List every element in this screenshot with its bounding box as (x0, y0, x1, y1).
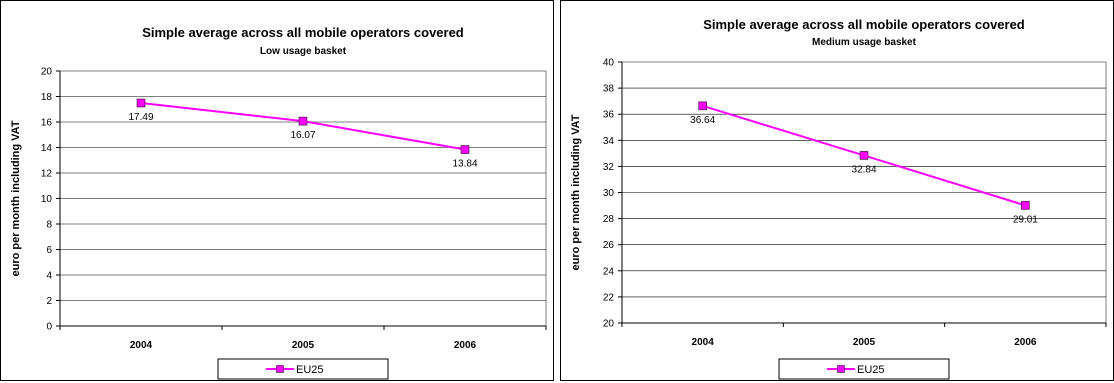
y-axis-label: euro per month including VAT (570, 114, 582, 270)
chart-low-usage: Simple average across all mobile operato… (0, 0, 554, 381)
legend-label: EU25 (857, 364, 885, 376)
y-tick-label: 34 (603, 136, 615, 147)
x-tick-label: 2005 (292, 340, 315, 351)
data-label: 17.49 (128, 112, 153, 123)
legend-marker (837, 365, 845, 373)
data-point (136, 98, 146, 108)
data-point (698, 101, 707, 111)
y-tick-label: 40 (603, 58, 615, 69)
chart-low-usage-svg: Simple average across all mobile operato… (10, 25, 547, 380)
y-tick-label: 12 (41, 169, 53, 180)
y-tick-label: 2 (46, 296, 52, 307)
data-label: 36.64 (690, 115, 715, 126)
y-tick-label: 6 (46, 245, 52, 256)
data-point (859, 151, 869, 160)
y-tick-label: 14 (41, 143, 53, 154)
y-tick-label: 38 (603, 84, 615, 95)
x-tick-label: 2006 (454, 340, 477, 351)
x-tick-label: 2005 (853, 337, 876, 348)
legend-box (217, 358, 389, 380)
y-tick-label: 30 (603, 188, 615, 199)
legend-label: EU25 (296, 364, 324, 376)
y-tick-label: 10 (41, 194, 53, 205)
data-point (460, 145, 470, 154)
y-tick-label: 20 (603, 319, 615, 330)
y-tick-label: 24 (603, 266, 615, 277)
data-label: 29.01 (1013, 214, 1038, 225)
data-point (298, 116, 308, 126)
chart-title: Simple average across all mobile operato… (142, 25, 464, 40)
chart-subtitle: Low usage basket (260, 46, 347, 57)
y-tick-label: 20 (41, 67, 53, 78)
y-tick-label: 0 (46, 322, 52, 333)
y-tick-label: 22 (603, 292, 615, 303)
y-tick-label: 16 (41, 118, 53, 129)
chart-title: Simple average across all mobile operato… (703, 17, 1025, 32)
y-tick-label: 18 (41, 92, 53, 103)
y-tick-label: 26 (603, 240, 615, 251)
y-tick-label: 4 (46, 271, 52, 282)
y-tick-label: 32 (603, 162, 615, 173)
y-tick-label: 8 (46, 220, 52, 231)
data-label: 16.07 (290, 130, 315, 141)
data-label: 32.84 (851, 164, 876, 175)
x-tick-label: 2004 (130, 340, 153, 351)
y-axis-label: euro per month including VAT (10, 120, 22, 276)
y-tick-label: 28 (603, 214, 615, 225)
x-tick-label: 2006 (1014, 337, 1037, 348)
data-point (1021, 201, 1030, 210)
chart-medium-usage-svg: Simple average across all mobile operato… (570, 17, 1107, 380)
chart-medium-usage: Simple average across all mobile operato… (560, 0, 1114, 381)
legend-box (778, 358, 950, 380)
legend-marker (276, 365, 284, 373)
chart-subtitle: Medium usage basket (812, 37, 917, 48)
data-label: 13.84 (452, 159, 477, 170)
x-tick-label: 2004 (692, 337, 715, 348)
y-tick-label: 36 (603, 110, 615, 121)
